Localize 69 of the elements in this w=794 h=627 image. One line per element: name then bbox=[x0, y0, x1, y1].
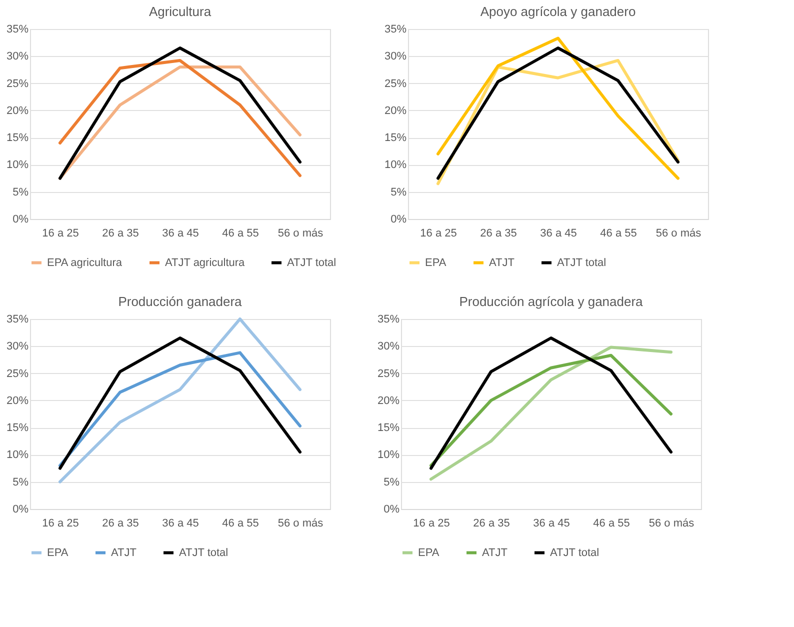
y-tick-label: 35% bbox=[377, 314, 400, 326]
legend-label: ATJT total bbox=[179, 546, 228, 559]
legend-label: ATJT total bbox=[557, 256, 606, 269]
y-tick-label: 10% bbox=[6, 449, 29, 462]
x-tick-label: 16 a 25 bbox=[42, 228, 79, 240]
y-tick-label: 25% bbox=[6, 368, 29, 380]
x-tick-label: 56 o más bbox=[278, 228, 324, 240]
y-tick-label: 0% bbox=[12, 504, 29, 516]
legend-label: EPA bbox=[47, 546, 69, 559]
y-tick-label: 35% bbox=[6, 314, 29, 326]
y-tick-label: 30% bbox=[6, 340, 29, 353]
y-tick-label: 35% bbox=[6, 24, 29, 36]
y-tick-label: 25% bbox=[377, 368, 400, 380]
x-tick-label: 26 a 35 bbox=[102, 228, 139, 240]
x-tick-label: 26 a 35 bbox=[473, 518, 510, 530]
legend-label: EPA bbox=[425, 256, 447, 269]
x-tick-label: 46 a 55 bbox=[222, 228, 259, 240]
y-tick-label: 10% bbox=[6, 159, 29, 172]
y-tick-label: 25% bbox=[6, 78, 29, 90]
legend-label: EPA agricultura bbox=[47, 256, 123, 269]
y-tick-label: 30% bbox=[6, 50, 29, 63]
x-tick-label: 26 a 35 bbox=[102, 518, 139, 530]
y-tick-label: 30% bbox=[377, 340, 400, 353]
x-tick-label: 56 o más bbox=[648, 518, 695, 530]
x-tick-label: 16 a 25 bbox=[42, 518, 79, 530]
x-tick-label: 36 a 45 bbox=[162, 518, 199, 530]
x-tick-label: 46 a 55 bbox=[222, 518, 259, 530]
y-tick-label: 25% bbox=[384, 78, 407, 90]
legend-label: ATJT total bbox=[287, 256, 336, 269]
x-tick-label: 46 a 55 bbox=[593, 518, 630, 530]
x-tick-label: 16 a 25 bbox=[420, 228, 457, 240]
y-tick-label: 0% bbox=[12, 214, 29, 226]
y-tick-label: 5% bbox=[384, 476, 400, 488]
y-tick-label: 35% bbox=[384, 24, 407, 36]
y-tick-label: 5% bbox=[12, 186, 29, 198]
chart-title: Agricultura bbox=[148, 4, 212, 19]
chart-title: Producción ganadera bbox=[118, 294, 243, 309]
y-tick-label: 0% bbox=[390, 214, 407, 226]
legend-label: ATJT bbox=[489, 256, 515, 269]
x-tick-label: 56 o más bbox=[656, 228, 702, 240]
legend-label: ATJT bbox=[111, 546, 137, 559]
y-tick-label: 30% bbox=[384, 50, 407, 63]
y-tick-label: 15% bbox=[384, 132, 407, 144]
y-tick-label: 10% bbox=[377, 449, 400, 462]
x-tick-label: 46 a 55 bbox=[600, 228, 637, 240]
chart-title: Producción agrícola y ganadera bbox=[459, 294, 644, 309]
y-tick-label: 20% bbox=[6, 394, 29, 407]
y-tick-label: 0% bbox=[384, 504, 400, 516]
y-tick-label: 20% bbox=[377, 394, 400, 407]
legend-label: EPA bbox=[418, 546, 440, 559]
chart-title: Apoyo agrícola y ganadero bbox=[480, 4, 636, 19]
y-tick-label: 20% bbox=[384, 104, 407, 117]
x-tick-label: 36 a 45 bbox=[533, 518, 570, 530]
line-series bbox=[58, 318, 302, 484]
y-tick-label: 15% bbox=[6, 132, 29, 144]
y-tick-label: 10% bbox=[384, 159, 407, 172]
x-tick-label: 56 o más bbox=[278, 518, 324, 530]
x-tick-label: 36 a 45 bbox=[162, 228, 199, 240]
y-tick-label: 5% bbox=[390, 186, 407, 198]
x-tick-label: 26 a 35 bbox=[480, 228, 517, 240]
y-tick-label: 15% bbox=[377, 422, 400, 434]
legend-label: ATJT total bbox=[550, 546, 600, 559]
x-tick-label: 36 a 45 bbox=[540, 228, 577, 240]
legend-label: ATJT agricultura bbox=[165, 256, 246, 269]
y-tick-label: 15% bbox=[6, 422, 29, 434]
y-tick-label: 5% bbox=[12, 476, 29, 488]
legend-label: ATJT bbox=[482, 546, 508, 559]
y-tick-label: 20% bbox=[6, 104, 29, 117]
x-tick-label: 16 a 25 bbox=[413, 518, 450, 530]
